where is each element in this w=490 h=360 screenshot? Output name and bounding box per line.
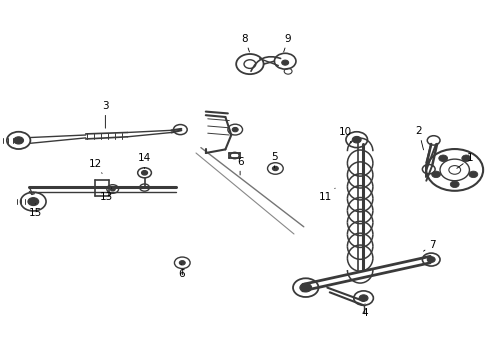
Text: 7: 7 [423,240,436,251]
Circle shape [359,295,368,301]
Circle shape [300,283,312,292]
Text: 1: 1 [457,153,474,168]
Text: 2: 2 [416,126,423,150]
Circle shape [232,127,238,132]
Circle shape [352,136,361,143]
Text: 6: 6 [237,157,244,175]
Circle shape [142,171,147,175]
Text: 13: 13 [100,188,114,202]
Circle shape [432,171,441,177]
Text: 9: 9 [284,34,292,52]
Circle shape [427,257,435,262]
Text: 10: 10 [339,127,352,143]
Circle shape [14,137,24,144]
Text: 12: 12 [89,159,102,174]
Text: 5: 5 [271,152,278,168]
Circle shape [469,171,478,177]
Text: 11: 11 [319,188,335,202]
Circle shape [282,60,289,65]
Circle shape [272,166,278,171]
Text: 14: 14 [138,153,151,168]
Circle shape [462,155,471,162]
Text: 8: 8 [242,34,249,52]
Circle shape [28,198,39,206]
Text: 4: 4 [362,304,368,318]
Text: 6: 6 [178,264,185,279]
Text: 15: 15 [28,204,42,218]
Circle shape [439,155,447,162]
Circle shape [179,261,185,265]
Circle shape [450,181,459,188]
Text: 3: 3 [102,101,109,128]
Circle shape [110,187,115,191]
